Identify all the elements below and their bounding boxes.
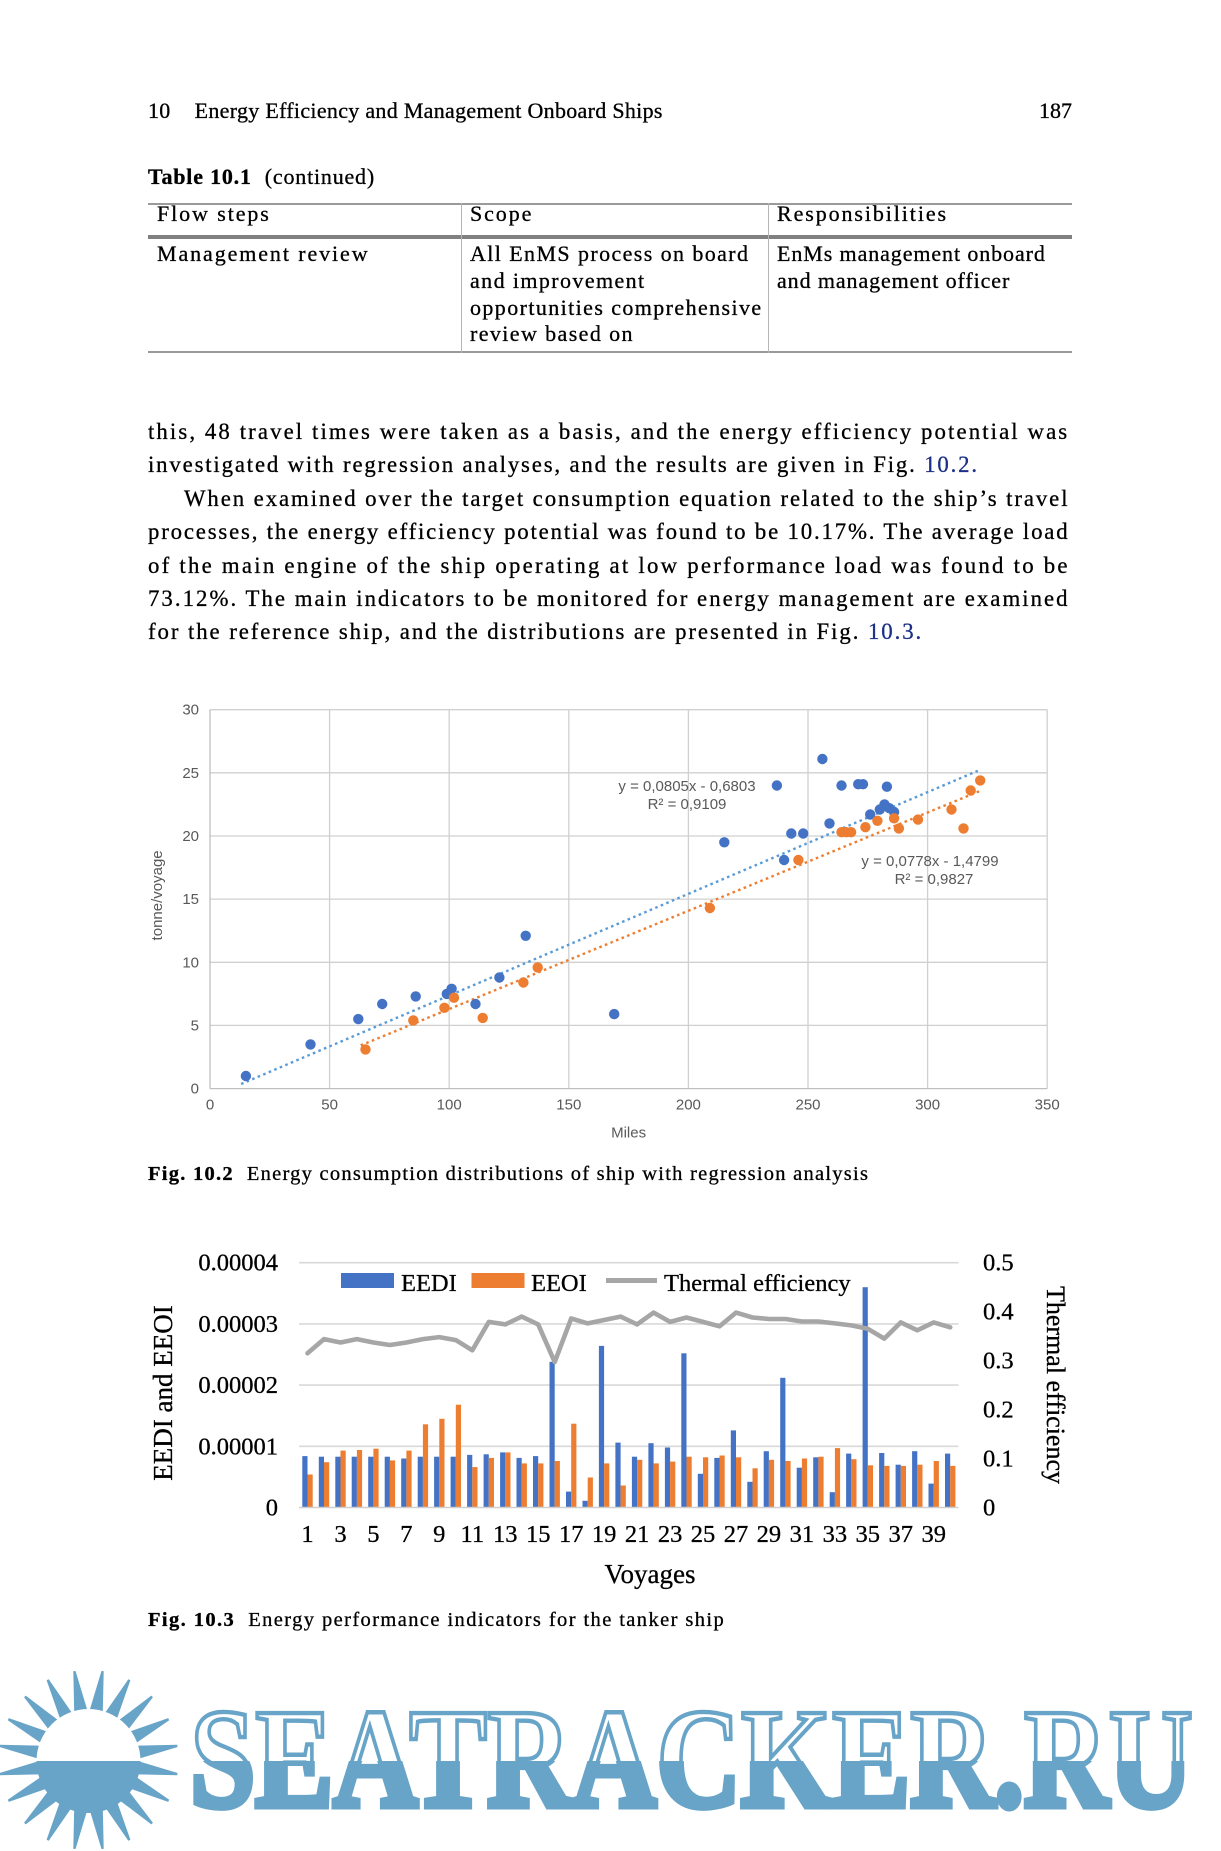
svg-text:7: 7 [400,1521,412,1548]
svg-text:0.00004: 0.00004 [198,1250,278,1277]
svg-text:19: 19 [592,1521,617,1548]
svg-text:39: 39 [921,1521,946,1548]
svg-text:0.00001: 0.00001 [198,1433,278,1460]
svg-text:0.00003: 0.00003 [198,1311,278,1338]
svg-text:150: 150 [556,1097,581,1114]
svg-text:Thermal efficiency: Thermal efficiency [664,1270,851,1297]
svg-text:SEATRACKER.RU: SEATRACKER.RU [190,1679,1193,1837]
svg-text:tonne/voyage: tonne/voyage [149,850,166,940]
svg-text:0.1: 0.1 [983,1446,1014,1473]
svg-text:0.00002: 0.00002 [198,1372,278,1399]
svg-text:Miles: Miles [611,1125,646,1142]
svg-text:EEDI and EEOI: EEDI and EEOI [148,1305,178,1480]
svg-text:15: 15 [182,891,199,908]
svg-text:35: 35 [856,1521,881,1548]
svg-text:5: 5 [367,1521,379,1548]
svg-text:0.3: 0.3 [983,1348,1014,1375]
svg-text:27: 27 [724,1521,749,1548]
svg-text:0.5: 0.5 [983,1250,1014,1277]
svg-text:0.2: 0.2 [983,1397,1014,1424]
svg-text:0: 0 [983,1495,995,1522]
svg-text:0: 0 [266,1495,278,1522]
svg-text:20: 20 [182,828,199,845]
svg-text:10: 10 [182,954,199,971]
svg-text:0: 0 [191,1081,199,1098]
svg-text:31: 31 [790,1521,815,1548]
svg-text:EEDI: EEDI [401,1270,457,1297]
svg-text:3: 3 [334,1521,346,1548]
svg-text:300: 300 [915,1097,940,1114]
svg-text:37: 37 [889,1521,914,1548]
svg-text:30: 30 [182,702,199,719]
svg-text:350: 350 [1035,1097,1060,1114]
svg-text:5: 5 [191,1017,199,1034]
svg-text:Thermal efficiency: Thermal efficiency [1041,1286,1070,1484]
svg-text:y = 0,0778x - 1,4799: y = 0,0778x - 1,4799 [861,853,998,870]
svg-text:0: 0 [206,1097,214,1114]
svg-text:1: 1 [301,1521,313,1548]
svg-text:25: 25 [691,1521,716,1548]
svg-text:21: 21 [625,1521,650,1548]
svg-text:0.4: 0.4 [983,1299,1014,1326]
svg-text:29: 29 [757,1521,782,1548]
svg-text:15: 15 [526,1521,551,1548]
svg-text:200: 200 [676,1097,701,1114]
svg-text:SEATRACKER.RU: SEATRACKER.RU [190,1679,1193,1837]
svg-text:11: 11 [461,1521,485,1548]
svg-text:23: 23 [658,1521,683,1548]
svg-text:250: 250 [795,1097,820,1114]
svg-text:33: 33 [823,1521,848,1548]
svg-text:100: 100 [437,1097,462,1114]
svg-text:13: 13 [493,1521,518,1548]
svg-text:17: 17 [559,1521,584,1548]
svg-text:R² = 0,9827: R² = 0,9827 [895,871,974,888]
svg-text:EEOI: EEOI [531,1270,587,1297]
svg-text:y = 0,0805x - 0,6803: y = 0,0805x - 0,6803 [618,778,755,795]
svg-text:Voyages: Voyages [605,1559,696,1589]
svg-text:R² = 0,9109: R² = 0,9109 [648,796,727,813]
svg-text:9: 9 [433,1521,445,1548]
svg-text:50: 50 [321,1097,338,1114]
svg-text:25: 25 [182,765,199,782]
